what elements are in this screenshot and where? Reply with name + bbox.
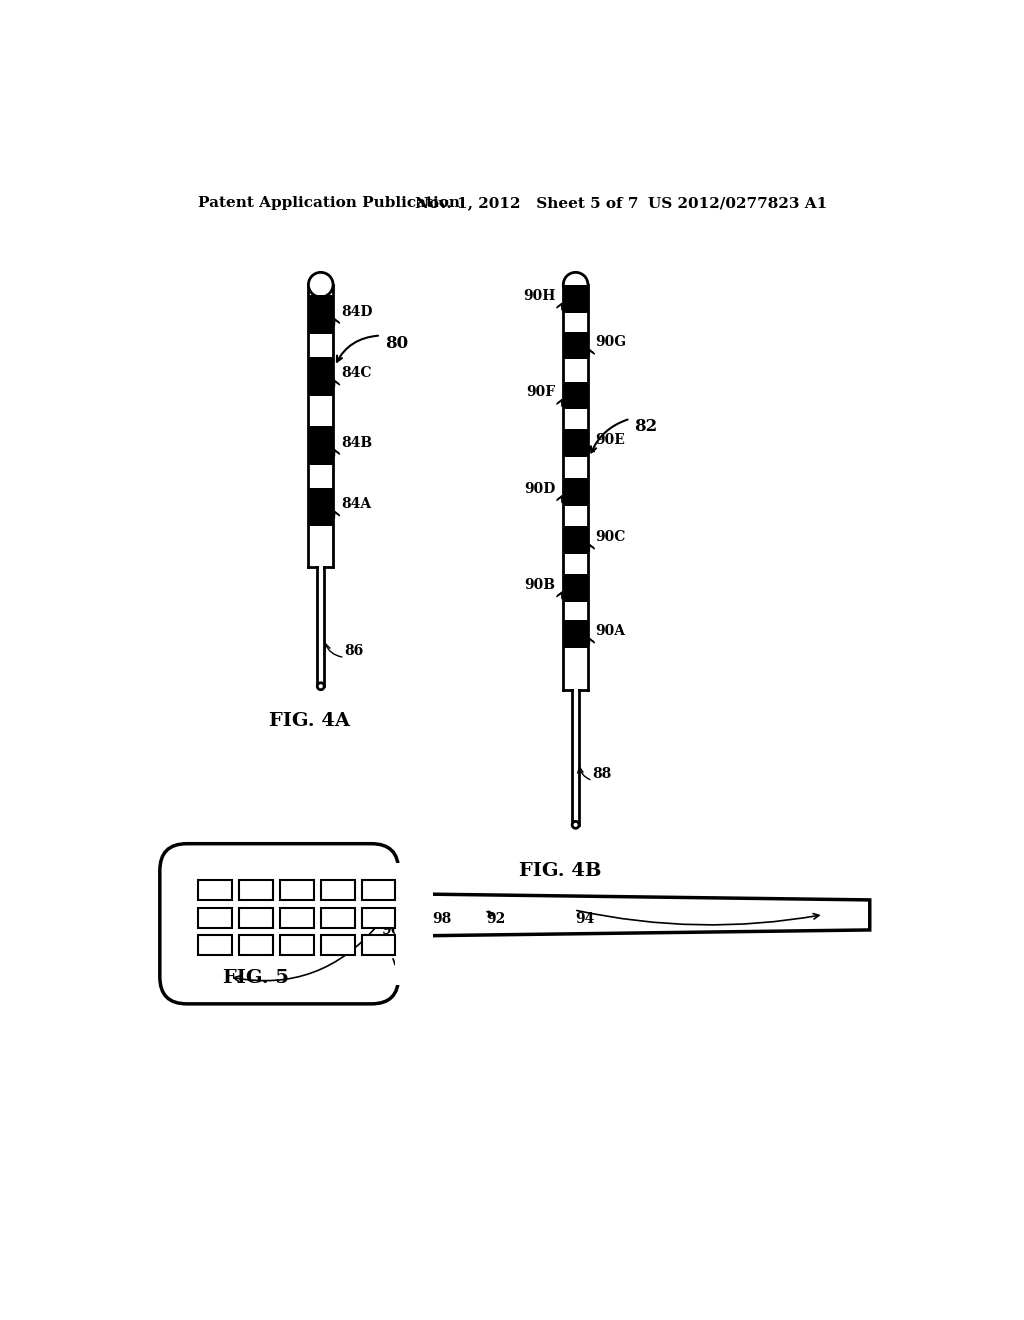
Bar: [308, 358, 333, 396]
Bar: [563, 574, 588, 602]
Text: Patent Application Publication: Patent Application Publication: [199, 197, 461, 210]
Text: 84B: 84B: [341, 436, 372, 450]
Text: 98: 98: [432, 912, 452, 927]
Bar: [361, 908, 395, 928]
Bar: [563, 331, 588, 359]
Bar: [563, 429, 588, 457]
Bar: [199, 908, 232, 928]
Bar: [317, 566, 325, 689]
Bar: [199, 936, 232, 956]
Bar: [308, 272, 333, 566]
Text: 90A: 90A: [596, 624, 626, 638]
Bar: [308, 488, 333, 527]
Bar: [394, 863, 433, 985]
Bar: [361, 936, 395, 956]
Bar: [240, 908, 273, 928]
Text: 90C: 90C: [596, 531, 626, 544]
Text: FIG. 5: FIG. 5: [223, 969, 289, 987]
Bar: [563, 527, 588, 554]
Text: 80: 80: [385, 335, 408, 351]
Bar: [321, 908, 354, 928]
Text: FIG. 4A: FIG. 4A: [269, 711, 350, 730]
Text: 88: 88: [593, 767, 611, 781]
Text: 90H: 90H: [523, 289, 556, 304]
Bar: [308, 426, 333, 465]
Text: US 2012/0277823 A1: US 2012/0277823 A1: [648, 197, 827, 210]
Bar: [240, 936, 273, 956]
Text: 84A: 84A: [341, 498, 371, 511]
Bar: [563, 381, 588, 409]
Bar: [240, 880, 273, 900]
Text: FIG. 4B: FIG. 4B: [519, 862, 602, 879]
Bar: [563, 272, 588, 689]
Ellipse shape: [317, 682, 325, 690]
Bar: [563, 620, 588, 648]
Ellipse shape: [572, 821, 580, 829]
Text: 90D: 90D: [524, 482, 556, 496]
Bar: [280, 936, 313, 956]
Text: 82: 82: [634, 418, 657, 434]
Ellipse shape: [308, 272, 333, 297]
Bar: [321, 936, 354, 956]
Text: 90E: 90E: [596, 433, 626, 447]
Text: 84D: 84D: [341, 305, 373, 318]
Bar: [572, 689, 580, 829]
Ellipse shape: [563, 272, 588, 297]
Bar: [280, 908, 313, 928]
Text: 90B: 90B: [524, 578, 556, 591]
Text: 94: 94: [575, 912, 595, 927]
Bar: [199, 880, 232, 900]
Bar: [563, 285, 588, 313]
Text: Nov. 1, 2012   Sheet 5 of 7: Nov. 1, 2012 Sheet 5 of 7: [416, 197, 639, 210]
Text: 90F: 90F: [526, 385, 556, 400]
Text: 86: 86: [345, 644, 364, 659]
Bar: [280, 880, 313, 900]
Bar: [563, 478, 588, 506]
Polygon shape: [398, 894, 869, 936]
Bar: [321, 880, 354, 900]
Text: 96: 96: [382, 923, 400, 937]
Text: 84C: 84C: [341, 366, 372, 380]
Text: 92: 92: [486, 912, 506, 927]
Text: 90G: 90G: [596, 335, 627, 350]
Bar: [361, 880, 395, 900]
FancyBboxPatch shape: [160, 843, 398, 1003]
Bar: [308, 296, 333, 334]
